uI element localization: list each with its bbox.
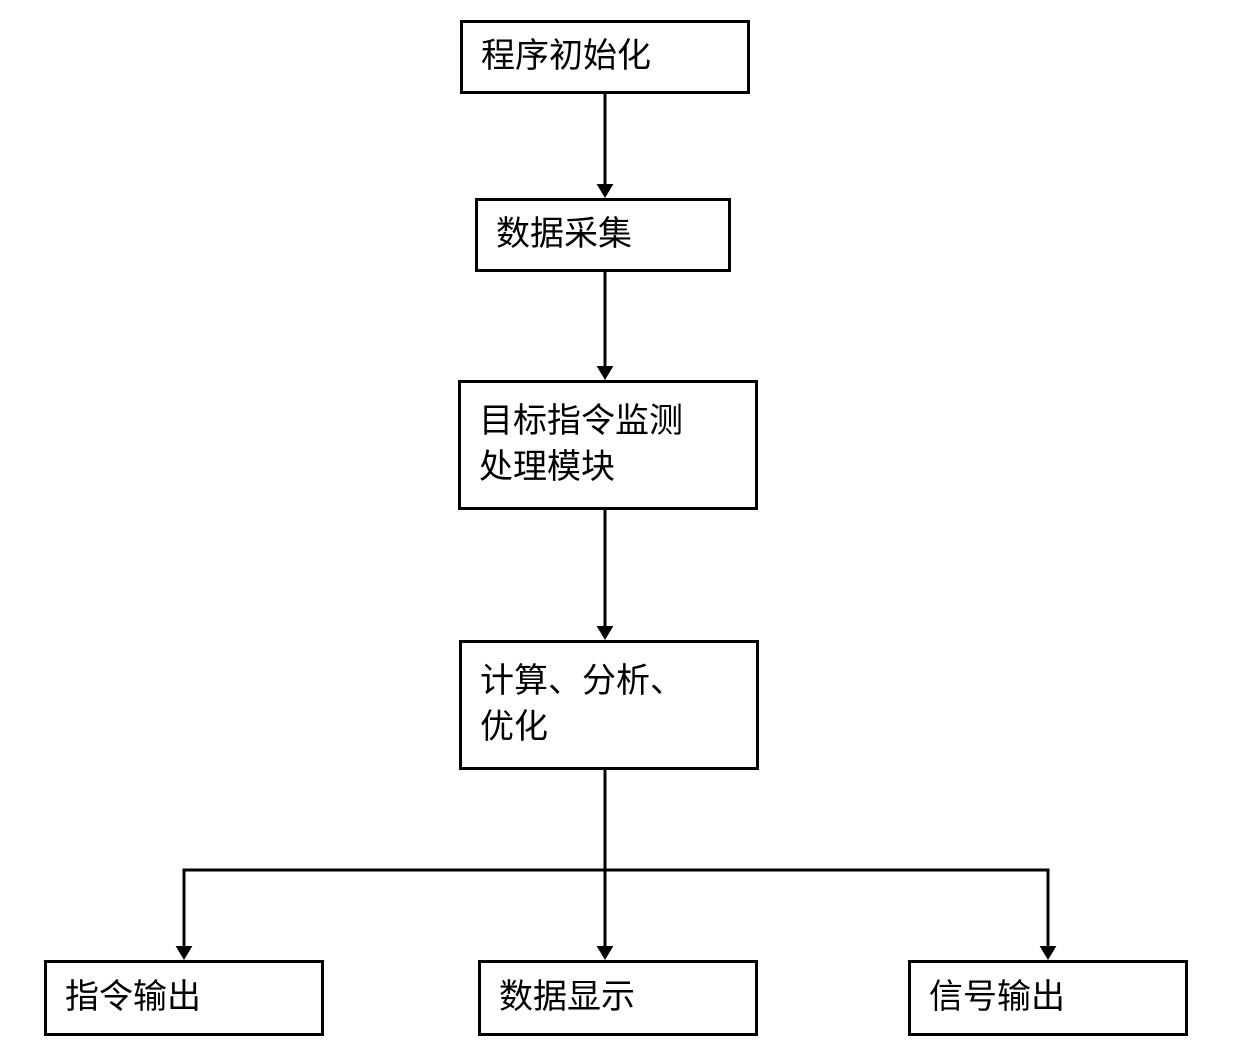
node-label-n4: 计算、分析、 优化 xyxy=(480,659,684,751)
edge-n4-n5 xyxy=(184,770,605,953)
node-n6: 数据显示 xyxy=(478,960,758,1036)
node-label-n5: 指令输出 xyxy=(65,975,201,1021)
arrowhead-n4-n5 xyxy=(176,946,193,960)
node-n7: 信号输出 xyxy=(908,960,1188,1036)
arrowhead-n3-n4 xyxy=(597,626,614,640)
node-n2: 数据采集 xyxy=(475,198,731,272)
arrowhead-n4-n7 xyxy=(1040,946,1057,960)
arrowhead-n4-n6 xyxy=(597,946,614,960)
arrowhead-n1-n2 xyxy=(597,184,614,198)
node-label-n1: 程序初始化 xyxy=(481,34,651,80)
edge-n4-n7 xyxy=(605,770,1048,953)
node-label-n2: 数据采集 xyxy=(496,212,632,258)
node-n5: 指令输出 xyxy=(44,960,324,1036)
node-label-n6: 数据显示 xyxy=(499,975,635,1021)
node-n3: 目标指令监测 处理模块 xyxy=(458,380,758,510)
node-label-n7: 信号输出 xyxy=(929,975,1065,1021)
arrowhead-n2-n3 xyxy=(597,366,614,380)
node-n1: 程序初始化 xyxy=(460,20,750,94)
node-n4: 计算、分析、 优化 xyxy=(459,640,759,770)
flowchart-edges xyxy=(0,0,1240,1057)
flowchart-canvas: 程序初始化数据采集目标指令监测 处理模块计算、分析、 优化指令输出 数据显示 信号输… xyxy=(0,0,1240,1057)
node-label-n3: 目标指令监测 处理模块 xyxy=(479,399,683,491)
